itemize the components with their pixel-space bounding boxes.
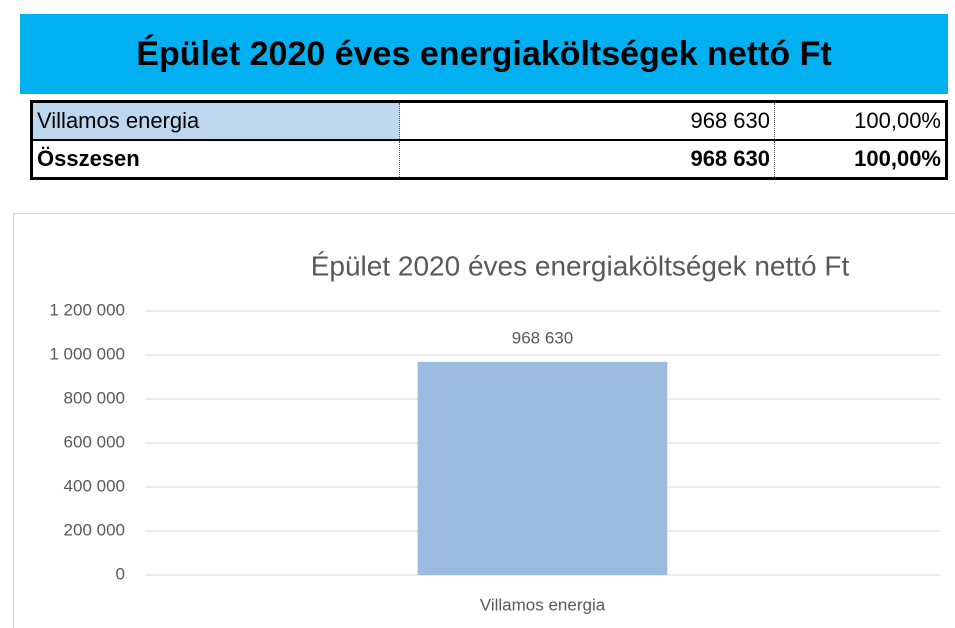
y-tick-label: 400 000 [64, 476, 125, 495]
y-tick-label: 800 000 [64, 388, 125, 407]
table-row: Összesen 968 630 100,00% [31, 139, 947, 179]
cell: 100,00% [774, 139, 947, 179]
cell: 100,00% [774, 101, 947, 141]
y-tick-label: 0 [116, 564, 125, 583]
y-tick-label: 600 000 [64, 432, 125, 451]
y-tick-label: 1 000 000 [49, 344, 125, 363]
x-tick-label: Villamos energia [480, 595, 606, 614]
cell: Összesen [31, 139, 400, 179]
chart-title: Épület 2020 éves energiaköltségek nettó … [311, 250, 850, 281]
y-tick-label: 1 200 000 [49, 300, 125, 319]
summary-table: Villamos energia 968 630 100,00% Összese… [30, 100, 948, 180]
cell: 968 630 [399, 139, 775, 179]
cell: 968 630 [399, 101, 775, 141]
bar [417, 361, 668, 575]
table-title: Épület 2020 éves energiaköltségek nettó … [20, 14, 948, 94]
data-label: 968 630 [512, 328, 573, 347]
y-tick-label: 200 000 [64, 520, 125, 539]
